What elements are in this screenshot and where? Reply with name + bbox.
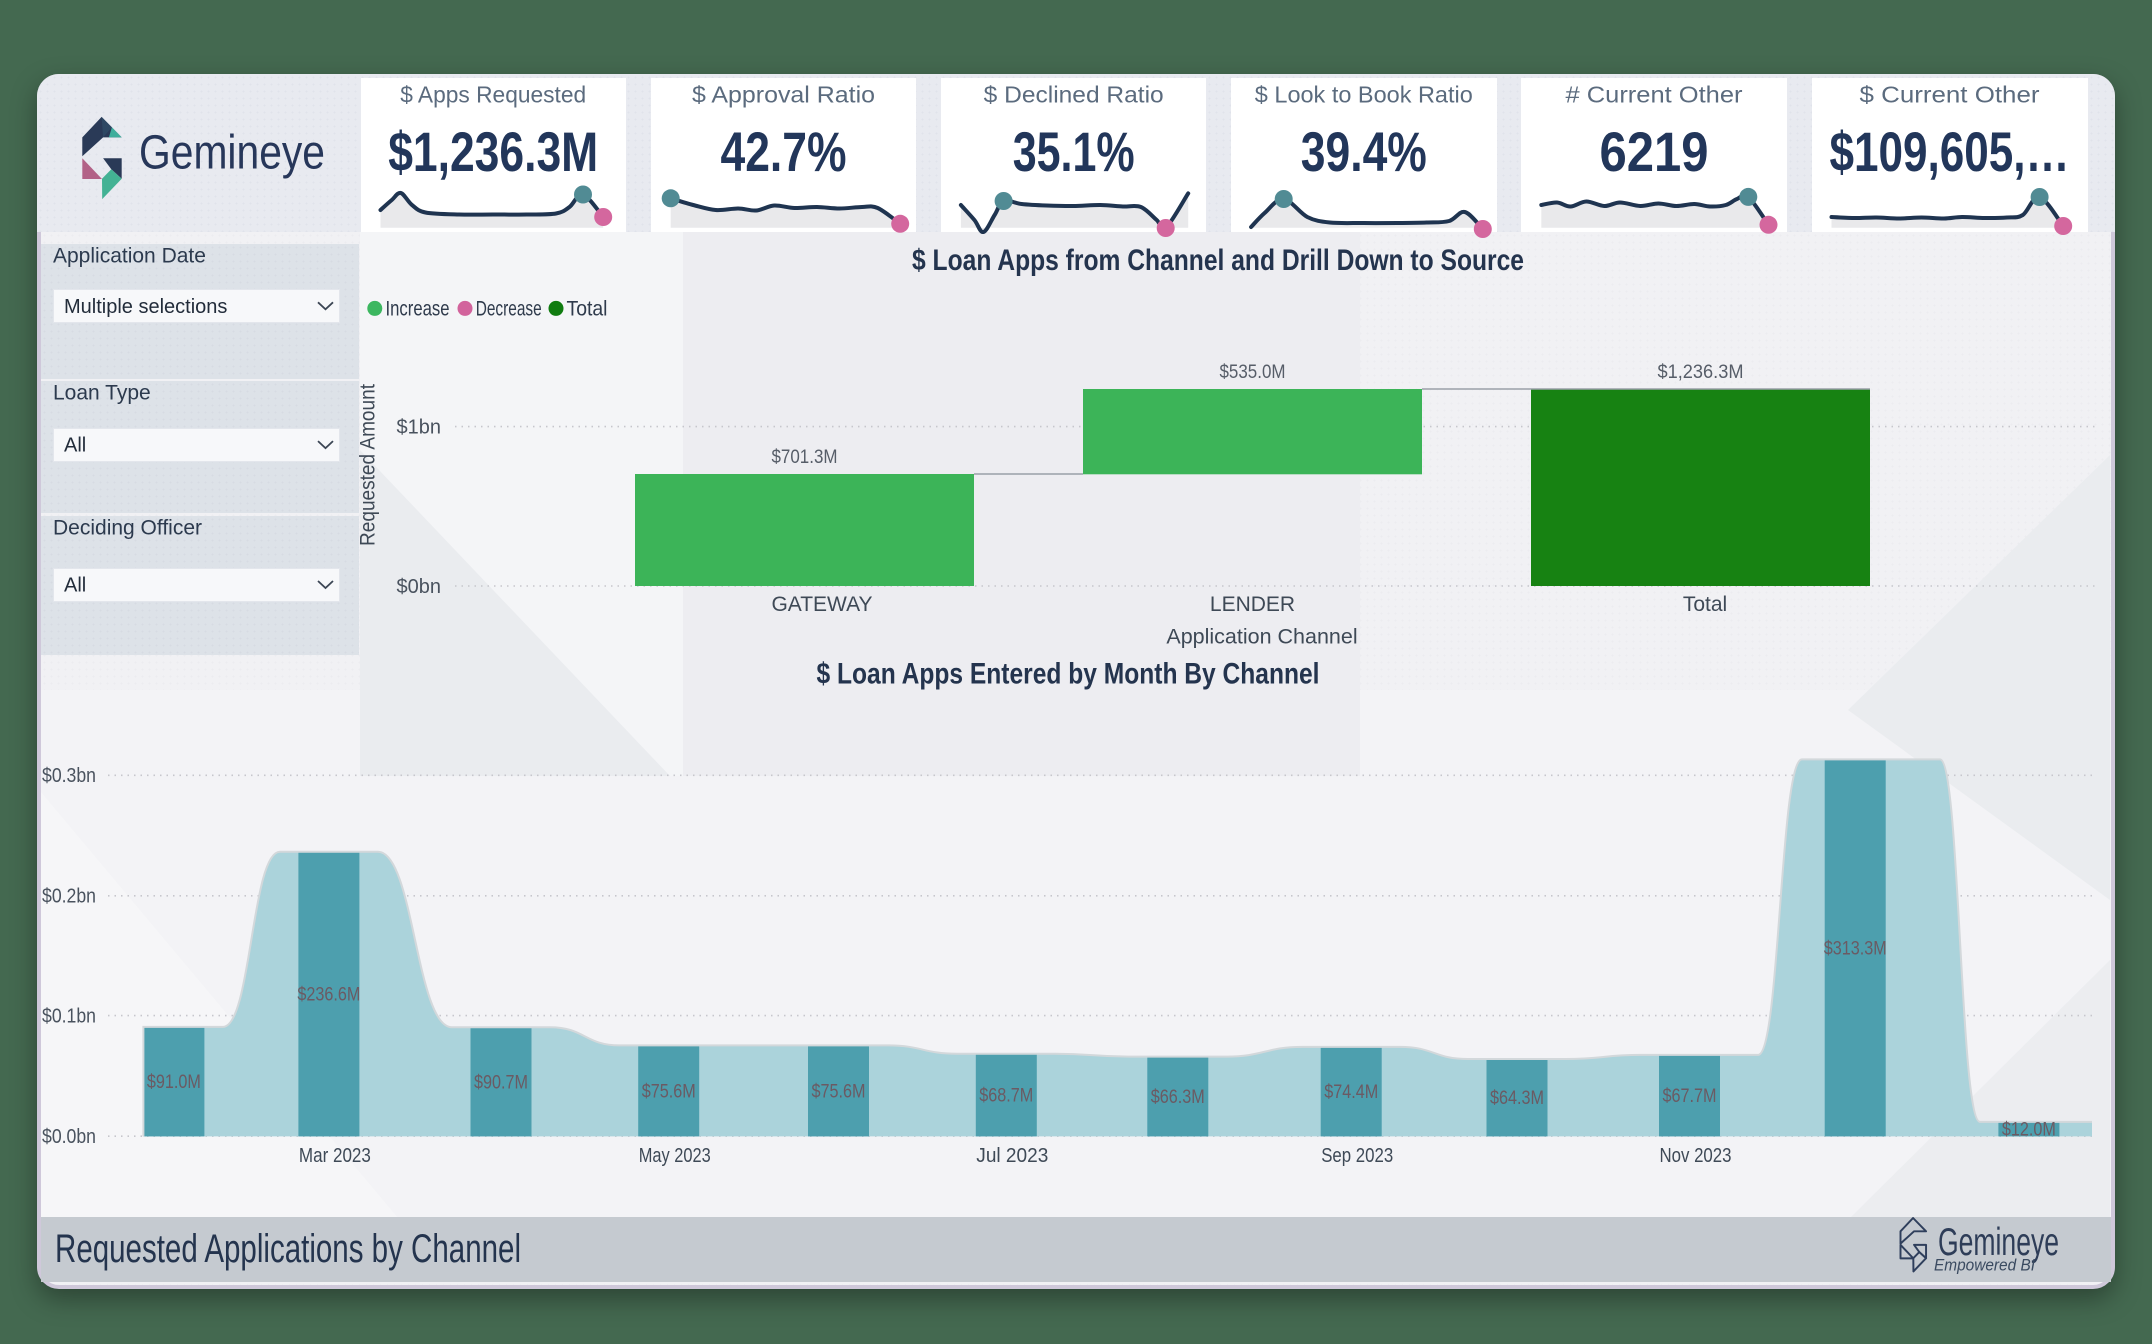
svg-text:LENDER: LENDER xyxy=(1210,593,1295,616)
svg-text:Decrease: Decrease xyxy=(476,298,542,321)
svg-text:$1bn: $1bn xyxy=(397,417,442,439)
svg-text:$1,236.3M: $1,236.3M xyxy=(1658,361,1744,383)
svg-text:# Current Other: # Current Other xyxy=(1566,82,1743,108)
svg-text:$ Declined Ratio: $ Declined Ratio xyxy=(984,82,1164,108)
svg-text:GATEWAY: GATEWAY xyxy=(771,593,872,616)
svg-text:$75.6M: $75.6M xyxy=(642,1081,696,1102)
svg-text:May 2023: May 2023 xyxy=(639,1145,711,1167)
svg-text:39.4%: 39.4% xyxy=(1301,120,1427,183)
svg-text:Jul 2023: Jul 2023 xyxy=(976,1145,1048,1167)
svg-text:$ Loan Apps Entered by Month B: $ Loan Apps Entered by Month By Channel xyxy=(817,658,1320,691)
svg-text:$701.3M: $701.3M xyxy=(772,446,838,468)
svg-text:Nov 2023: Nov 2023 xyxy=(1660,1145,1732,1167)
svg-text:6219: 6219 xyxy=(1600,120,1709,183)
svg-text:Application Channel: Application Channel xyxy=(1166,625,1357,649)
svg-text:All: All xyxy=(64,575,86,597)
svg-text:$91.0M: $91.0M xyxy=(147,1072,201,1093)
svg-text:$66.3M: $66.3M xyxy=(1151,1087,1205,1108)
svg-text:$535.0M: $535.0M xyxy=(1220,361,1286,383)
svg-text:$68.7M: $68.7M xyxy=(979,1086,1033,1107)
svg-text:$ Look to Book Ratio: $ Look to Book Ratio xyxy=(1255,82,1473,108)
svg-text:Mar 2023: Mar 2023 xyxy=(299,1145,371,1167)
svg-text:42.7%: 42.7% xyxy=(721,120,847,183)
svg-text:$ Approval Ratio: $ Approval Ratio xyxy=(692,82,875,108)
svg-text:35.1%: 35.1% xyxy=(1013,120,1135,183)
svg-text:Empowered BI: Empowered BI xyxy=(1934,1257,2035,1275)
svg-text:$75.6M: $75.6M xyxy=(812,1081,866,1102)
svg-text:Total: Total xyxy=(567,298,608,321)
svg-text:Total: Total xyxy=(1683,593,1727,616)
svg-text:$0.0bn: $0.0bn xyxy=(42,1126,96,1148)
svg-text:$74.4M: $74.4M xyxy=(1324,1082,1378,1103)
svg-text:Increase: Increase xyxy=(386,298,450,321)
svg-text:$ Loan Apps from Channel and D: $ Loan Apps from Channel and Drill Down … xyxy=(912,244,1524,277)
svg-text:$1,236.3M: $1,236.3M xyxy=(388,120,598,183)
svg-text:Requested Amount: Requested Amount xyxy=(357,384,380,546)
svg-text:$0.2bn: $0.2bn xyxy=(42,886,96,908)
svg-text:All: All xyxy=(64,435,86,457)
svg-text:$109,605,…: $109,605,… xyxy=(1830,120,2070,183)
svg-text:$ Apps Requested: $ Apps Requested xyxy=(400,82,586,108)
svg-text:$236.6M: $236.6M xyxy=(297,985,360,1006)
svg-text:Gemineye: Gemineye xyxy=(139,127,325,180)
svg-text:Deciding Officer: Deciding Officer xyxy=(53,517,202,540)
svg-text:Sep 2023: Sep 2023 xyxy=(1321,1145,1393,1167)
svg-text:Gemineye: Gemineye xyxy=(1938,1221,2059,1264)
svg-text:$0bn: $0bn xyxy=(397,576,442,598)
svg-text:$90.7M: $90.7M xyxy=(474,1072,528,1093)
svg-text:Loan Type: Loan Type xyxy=(53,382,151,405)
svg-text:$ Current Other: $ Current Other xyxy=(1860,82,2040,108)
svg-text:$313.3M: $313.3M xyxy=(1824,938,1887,959)
svg-text:$12.0M: $12.0M xyxy=(2002,1120,2056,1141)
svg-text:Application Date: Application Date xyxy=(53,245,206,268)
svg-text:$64.3M: $64.3M xyxy=(1490,1088,1544,1109)
svg-text:$0.3bn: $0.3bn xyxy=(42,765,96,787)
svg-text:$67.7M: $67.7M xyxy=(1663,1086,1717,1107)
svg-text:$0.1bn: $0.1bn xyxy=(42,1005,96,1027)
svg-text:Requested Applications by Chan: Requested Applications by Channel xyxy=(55,1227,521,1271)
svg-text:Multiple selections: Multiple selections xyxy=(64,296,227,318)
